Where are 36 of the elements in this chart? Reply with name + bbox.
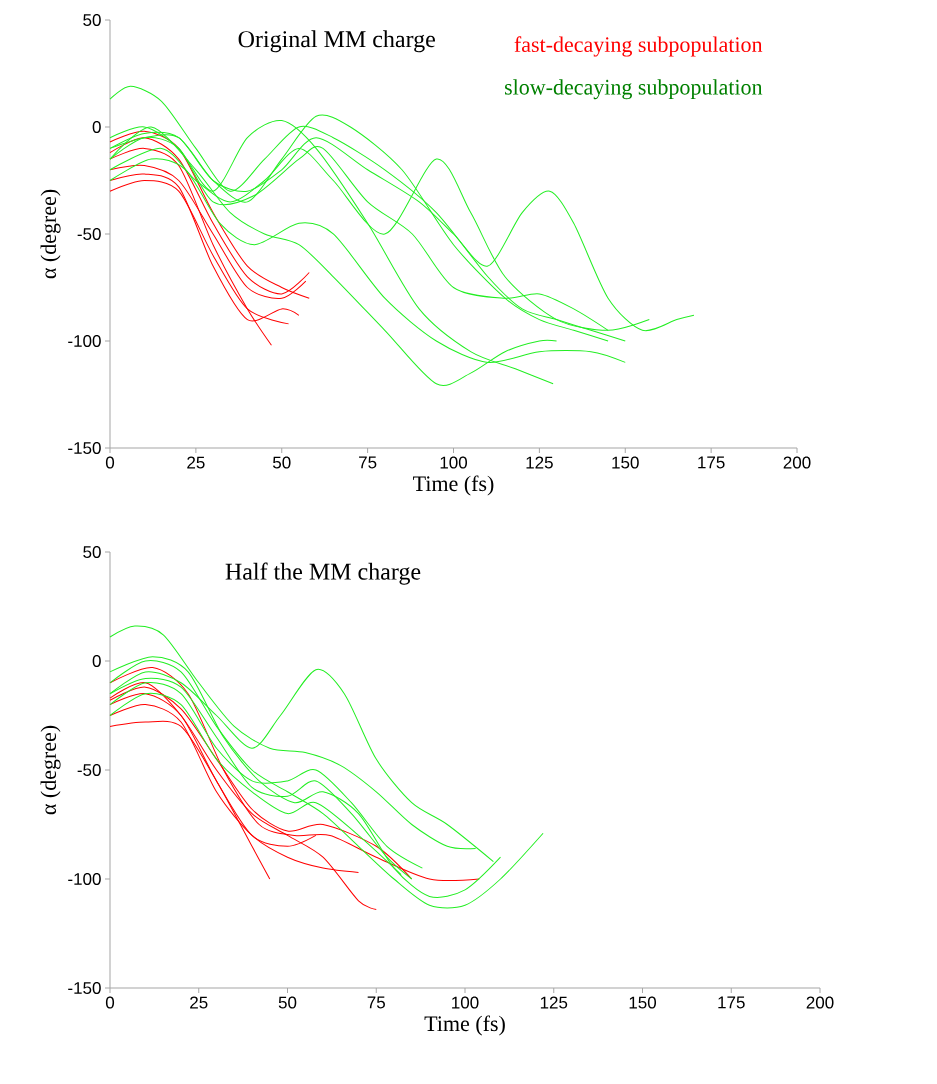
annotation: slow-decaying subpopulation — [505, 79, 763, 100]
y-tick-label: 50 — [83, 13, 101, 27]
y-axis-title: α (degree) — [40, 725, 61, 815]
x-tick-label: 75 — [367, 996, 385, 1009]
annotation: fast-decaying subpopulation — [514, 36, 763, 57]
x-tick-label: 100 — [440, 456, 468, 469]
y-tick-label: 0 — [92, 120, 101, 134]
x-tick-label: 75 — [359, 456, 377, 469]
x-tick-label: 150 — [629, 996, 657, 1009]
y-tick-label: -50 — [77, 763, 101, 777]
x-axis-title: Time (fs) — [413, 475, 494, 496]
x-tick-label: 25 — [187, 456, 205, 469]
x-axis-title: Time (fs) — [424, 1015, 505, 1036]
x-tick-label: 50 — [272, 456, 291, 469]
y-tick-label: -100 — [68, 334, 101, 348]
x-tick-label: 200 — [806, 996, 834, 1009]
x-tick-label: 175 — [718, 996, 745, 1009]
x-tick-label: 0 — [105, 456, 115, 469]
x-tick-label: 100 — [452, 996, 479, 1009]
y-tick-label: -100 — [68, 872, 101, 886]
x-tick-label: 125 — [526, 456, 553, 469]
y-tick-label: -150 — [68, 441, 101, 455]
y-tick-label: -150 — [68, 981, 101, 995]
y-axis-title: α (degree) — [40, 189, 61, 279]
y-tick-label: 50 — [83, 545, 101, 559]
x-tick-label: 200 — [783, 456, 811, 469]
x-tick-label: 25 — [190, 996, 208, 1009]
x-tick-label: 50 — [278, 996, 297, 1009]
y-tick-label: -50 — [77, 227, 101, 241]
chart-title: Half the MM charge — [225, 562, 421, 585]
x-tick-label: 150 — [612, 456, 639, 469]
x-tick-label: 175 — [698, 456, 725, 469]
x-tick-label: 0 — [105, 996, 115, 1009]
chart-title: Original MM charge — [238, 30, 435, 53]
y-tick-label: 0 — [92, 654, 101, 668]
x-tick-label: 125 — [540, 996, 568, 1009]
